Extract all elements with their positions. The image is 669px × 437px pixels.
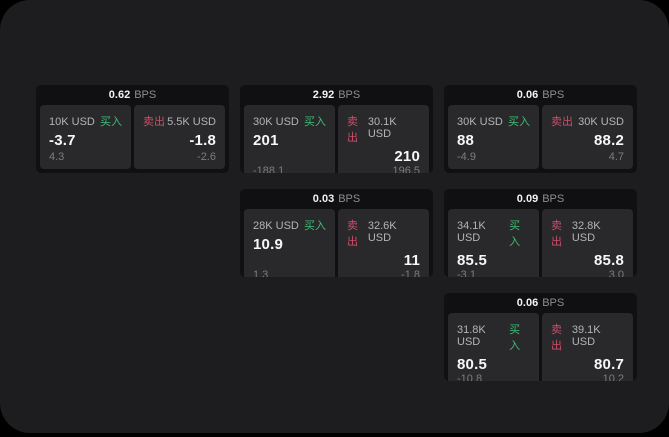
buy-panel[interactable]: 31.8K USD 买入 80.5 -10.8 (448, 313, 539, 381)
buy-side-label: 买入 (304, 116, 326, 128)
spread-header: 0.62 BPS (36, 85, 229, 105)
sell-side-label: 卖出 (143, 116, 165, 128)
quote-card: 2.92 BPS 30K USD 买入 201 -188.1 卖出 30.1K U… (240, 85, 433, 173)
spread-value: 0.62 (108, 89, 131, 101)
buy-delta-value: -4.9 (457, 151, 476, 163)
spread-header: 0.03 BPS (240, 189, 433, 209)
card-body: 30K USD 买入 88 -4.9 卖出 30K USD 88.2 4.7 (444, 105, 637, 173)
sell-panel[interactable]: 卖出 30.1K USD 210 196.5 (338, 105, 429, 173)
spread-header: 2.92 BPS (240, 85, 433, 105)
buy-price-value: 10.9 (253, 236, 283, 253)
sell-side-label: 卖出 (551, 116, 573, 128)
buy-amount-label: 31.8K USD (457, 324, 486, 348)
card-body: 28K USD 买入 10.9 1.3 卖出 32.6K USD 11 -1.8 (240, 209, 433, 277)
quote-card: 0.09 BPS 34.1K USD 买入 85.5 -3.1 卖出 32.8K … (444, 189, 637, 277)
quote-card: 0.62 BPS 10K USD 买入 -3.7 4.3 卖出 5.5K USD (36, 85, 229, 173)
bps-unit-label: BPS (542, 193, 565, 205)
quote-card: 0.06 BPS 31.8K USD 买入 80.5 -10.8 卖出 39.1K… (444, 293, 637, 381)
buy-delta-value: -3.1 (457, 269, 476, 277)
sell-price-value: 80.7 (594, 356, 624, 373)
bps-unit-label: BPS (542, 297, 565, 309)
card-body: 10K USD 买入 -3.7 4.3 卖出 5.5K USD -1.8 -2.… (36, 105, 229, 173)
sell-delta-value: -2.6 (197, 151, 216, 163)
buy-amount-label: 28K USD (253, 220, 299, 232)
sell-side-label: 卖出 (551, 324, 562, 352)
quote-card: 0.03 BPS 28K USD 买入 10.9 1.3 卖出 32.6K USD (240, 189, 433, 277)
sell-amount-label: 5.5K USD (167, 116, 216, 128)
buy-amount-label: 30K USD (253, 116, 299, 128)
sell-side-label: 卖出 (347, 116, 358, 144)
sell-delta-value: 196.5 (392, 165, 420, 173)
sell-amount-label: 30K USD (578, 116, 624, 128)
sell-delta-value: -1.8 (401, 269, 420, 277)
card-body: 34.1K USD 买入 85.5 -3.1 卖出 32.8K USD 85.8… (444, 209, 637, 277)
sell-delta-value: 10.2 (602, 373, 624, 381)
sell-amount-label: 32.8K USD (571, 220, 601, 244)
buy-price-value: -3.7 (49, 132, 76, 149)
card-body: 31.8K USD 买入 80.5 -10.8 卖出 39.1K USD 80.… (444, 313, 637, 381)
bps-unit-label: BPS (542, 89, 565, 101)
quote-card: 0.06 BPS 30K USD 买入 88 -4.9 卖出 30K USD (444, 85, 637, 173)
buy-delta-value: 1.3 (253, 269, 269, 277)
sell-panel[interactable]: 卖出 5.5K USD -1.8 -2.6 (134, 105, 225, 169)
buy-side-label: 买入 (508, 116, 530, 128)
buy-price-value: 201 (253, 132, 279, 149)
buy-panel[interactable]: 28K USD 买入 10.9 1.3 (244, 209, 335, 277)
buy-delta-value: 4.3 (49, 151, 65, 163)
buy-panel[interactable]: 30K USD 买入 88 -4.9 (448, 105, 539, 169)
buy-delta-value: -188.1 (253, 165, 285, 173)
bps-unit-label: BPS (338, 89, 361, 101)
sell-panel[interactable]: 卖出 32.8K USD 85.8 3.0 (542, 209, 633, 277)
sell-amount-label: 39.1K USD (571, 324, 601, 348)
buy-price-value: 80.5 (457, 356, 487, 373)
buy-amount-label: 34.1K USD (457, 220, 486, 244)
buy-price-value: 88 (457, 132, 475, 149)
sell-side-label: 卖出 (347, 220, 358, 248)
spread-value: 0.06 (516, 297, 539, 309)
buy-amount-label: 30K USD (457, 116, 503, 128)
spread-value: 2.92 (312, 89, 335, 101)
bps-unit-label: BPS (338, 193, 361, 205)
spread-value: 0.09 (516, 193, 539, 205)
sell-price-value: 210 (394, 148, 420, 165)
bps-unit-label: BPS (134, 89, 157, 101)
sell-price-value: 88.2 (594, 132, 624, 149)
buy-price-value: 85.5 (457, 252, 487, 269)
buy-panel[interactable]: 34.1K USD 买入 85.5 -3.1 (448, 209, 539, 277)
sell-price-value: 11 (403, 252, 420, 269)
sell-panel[interactable]: 卖出 32.6K USD 11 -1.8 (338, 209, 429, 277)
buy-side-label: 买入 (509, 220, 521, 248)
sell-delta-value: 4.7 (608, 151, 624, 163)
buy-panel[interactable]: 30K USD 买入 201 -188.1 (244, 105, 335, 173)
buy-amount-label: 10K USD (49, 116, 95, 128)
buy-delta-value: -10.8 (457, 373, 483, 381)
sell-side-label: 卖出 (551, 220, 562, 248)
sell-amount-label: 32.6K USD (367, 220, 397, 244)
sell-panel[interactable]: 卖出 39.1K USD 80.7 10.2 (542, 313, 633, 381)
buy-side-label: 买入 (304, 220, 326, 232)
card-body: 30K USD 买入 201 -188.1 卖出 30.1K USD 210 1… (240, 105, 433, 173)
spread-header: 0.06 BPS (444, 85, 637, 105)
spread-header: 0.06 BPS (444, 293, 637, 313)
spread-value: 0.06 (516, 89, 539, 101)
sell-delta-value: 3.0 (608, 269, 624, 277)
quote-cards-grid: 0.62 BPS 10K USD 买入 -3.7 4.3 卖出 5.5K USD (36, 85, 637, 381)
sell-amount-label: 30.1K USD (367, 116, 397, 140)
buy-side-label: 买入 (509, 324, 521, 352)
sell-price-value: -1.8 (189, 132, 216, 149)
spread-value: 0.03 (312, 193, 335, 205)
sell-panel[interactable]: 卖出 30K USD 88.2 4.7 (542, 105, 633, 169)
buy-panel[interactable]: 10K USD 买入 -3.7 4.3 (40, 105, 131, 169)
buy-side-label: 买入 (100, 116, 122, 128)
spread-header: 0.09 BPS (444, 189, 637, 209)
sell-price-value: 85.8 (594, 252, 624, 269)
